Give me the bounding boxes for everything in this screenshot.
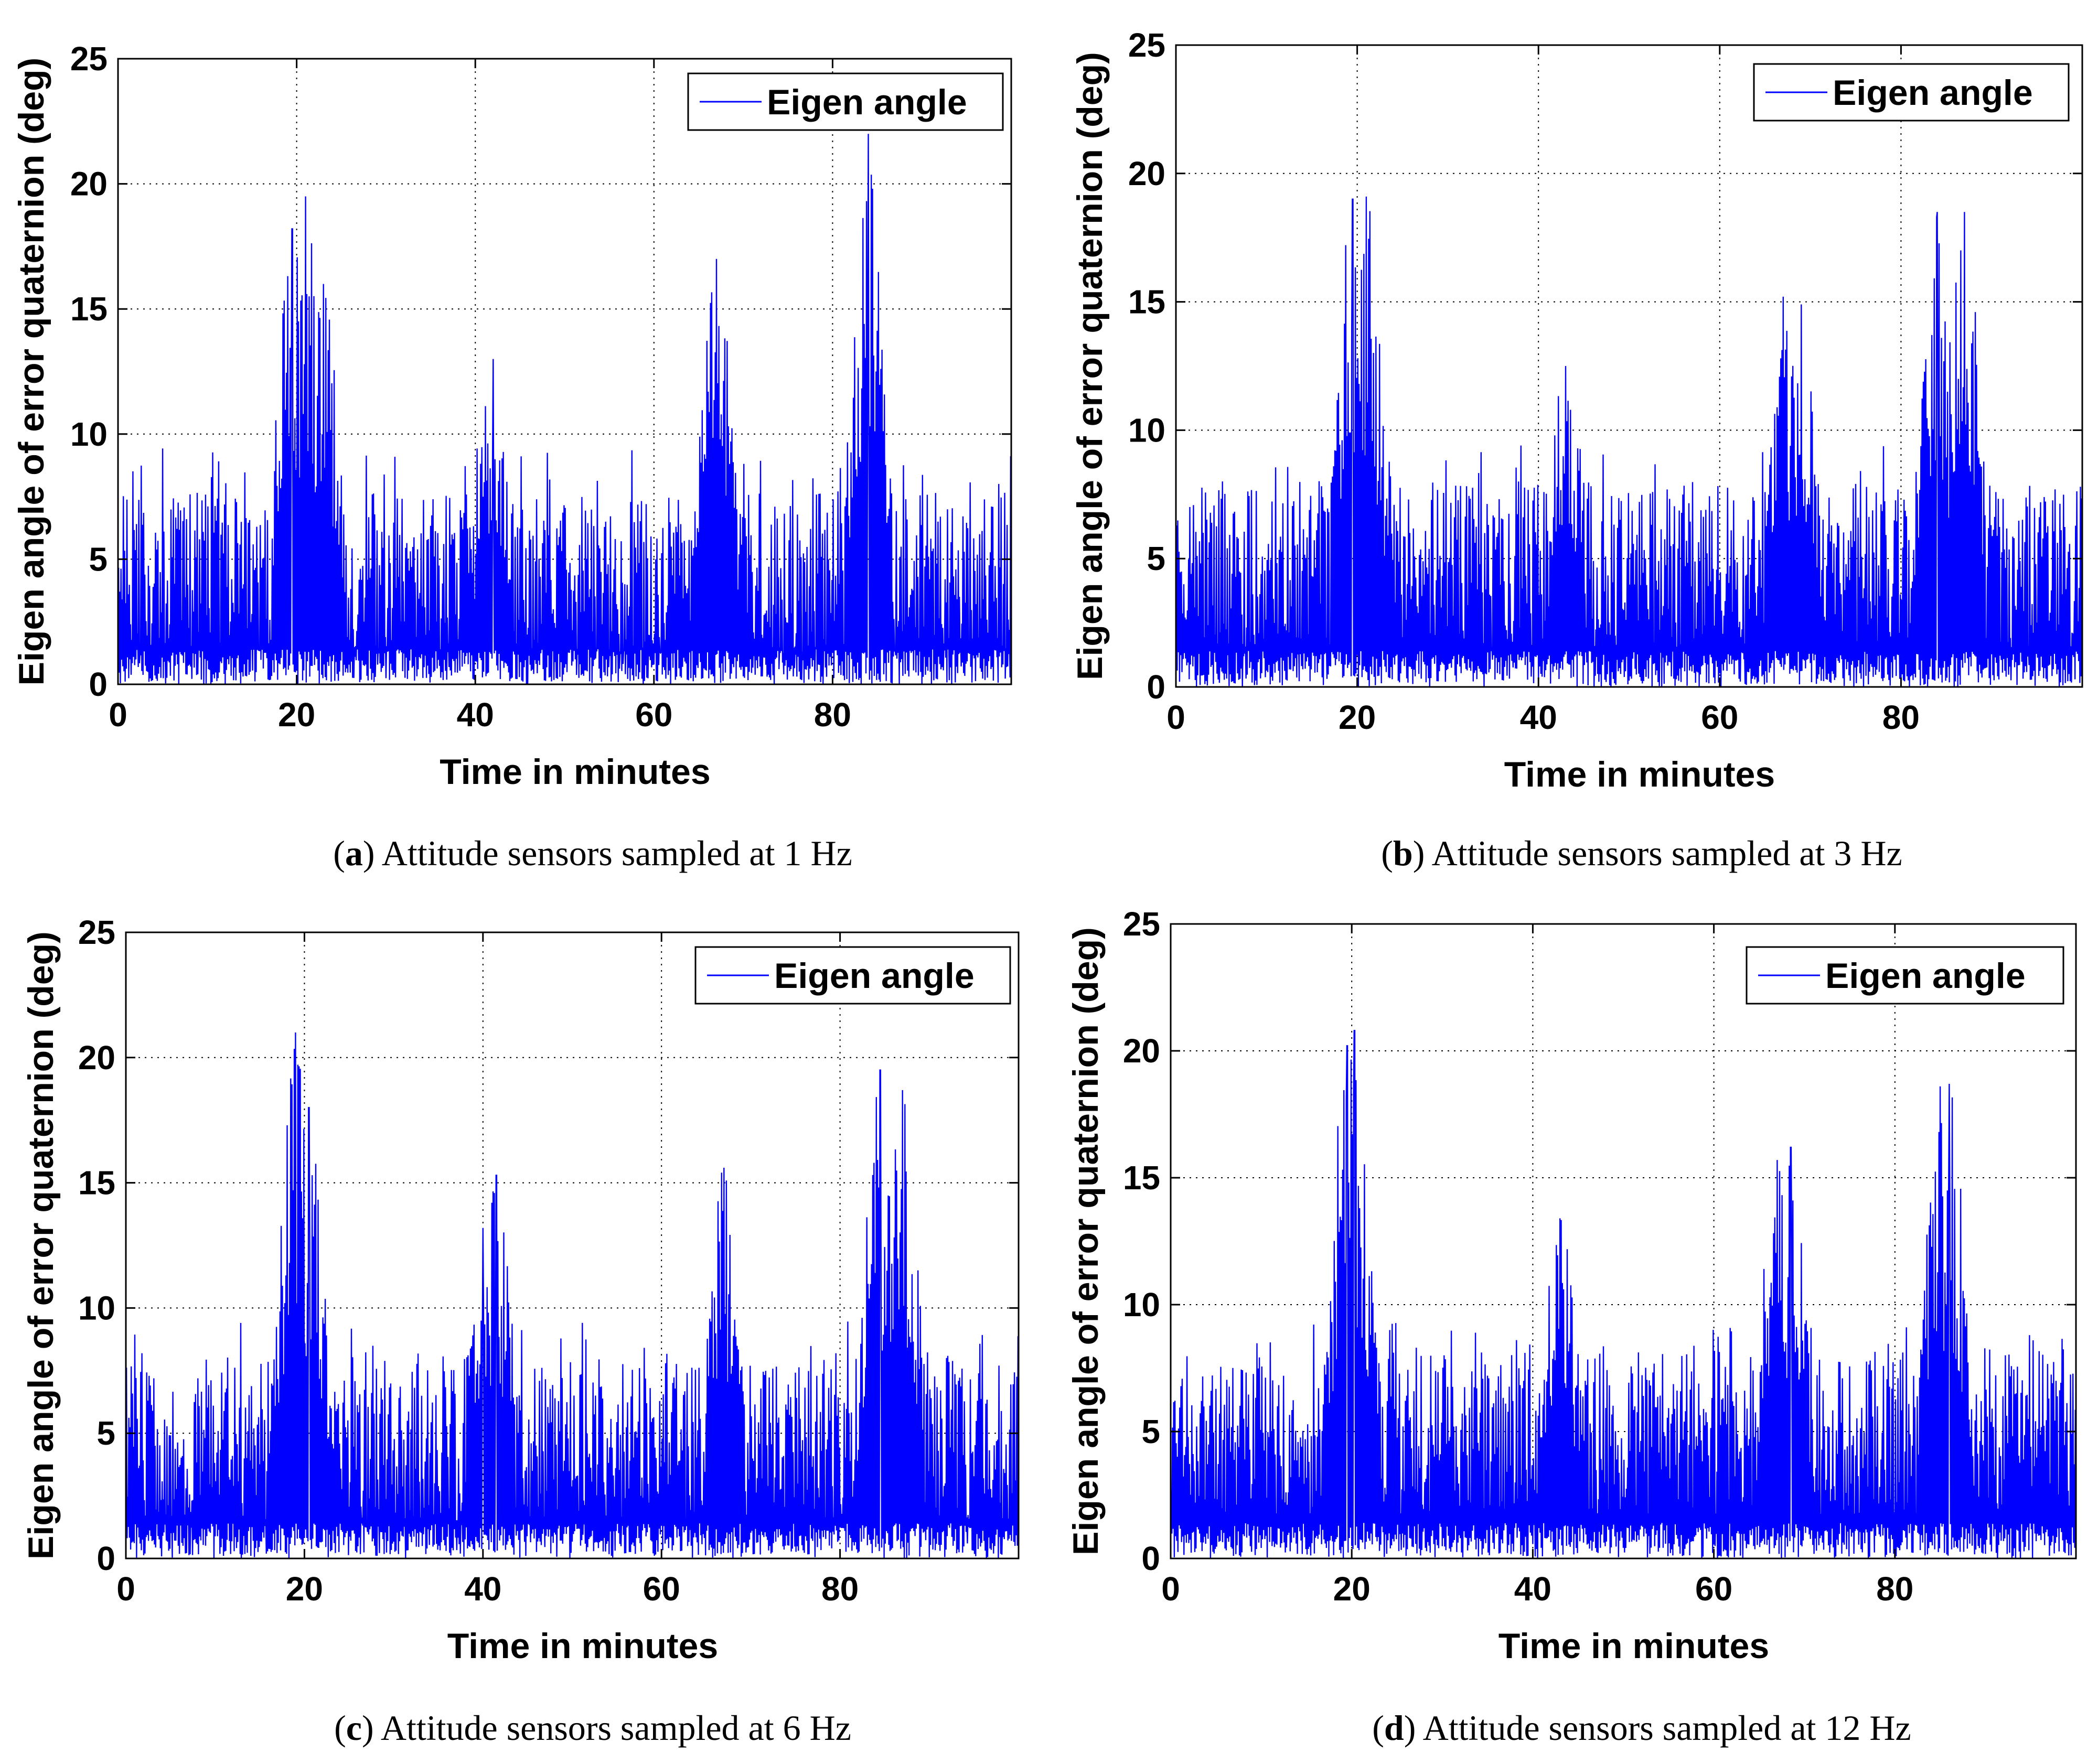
y-axis-label: Eigen angle of error quaternion (deg) [1070,52,1110,680]
x-tick-label: 40 [457,696,494,734]
y-tick-label: 15 [1123,1159,1160,1197]
panel-caption: (d) Attitude sensors sampled at 12 Hz [1372,1708,1911,1748]
x-axis-label: Time in minutes [1498,1626,1769,1666]
x-tick-label: 60 [1695,1570,1732,1608]
caption-letter: b [1393,833,1413,873]
caption-text: Attitude sensors sampled at 3 Hz [1432,833,1902,873]
x-tick-label: 40 [1514,1570,1551,1608]
x-tick-label: 80 [814,696,851,734]
series-line-eigen-angle [1175,196,2083,687]
x-tick-label: 80 [1876,1570,1913,1608]
caption-letter: a [345,833,363,873]
x-tick-label: 80 [821,1570,859,1608]
y-tick-label: 0 [97,1540,115,1577]
x-axis-label: Time in minutes [440,752,710,792]
y-tick-label: 0 [1147,668,1165,706]
x-tick-label: 20 [1333,1570,1371,1608]
caption-text: Attitude sensors sampled at 6 Hz [381,1708,851,1748]
y-tick-label: 0 [89,665,108,703]
axes-frame [1170,923,2077,1559]
y-tick-label: 25 [70,40,108,78]
panel-caption: (b) Attitude sensors sampled at 3 Hz [1381,833,1902,873]
legend-label: Eigen angle [774,956,975,996]
legend: Eigen angle [1746,946,2064,1005]
y-tick-label: 10 [78,1289,115,1327]
x-tick-label: 0 [116,1570,135,1608]
legend-label: Eigen angle [1825,956,2026,996]
y-tick-label: 10 [70,415,108,453]
x-tick-label: 20 [1339,698,1376,736]
y-axis-label: Eigen angle of error quaternion (deg) [12,58,51,686]
caption-letter: d [1384,1708,1404,1748]
y-tick-label: 20 [1123,1032,1160,1070]
x-axis-label: Time in minutes [1504,755,1775,794]
y-tick-label: 15 [70,290,108,328]
y-tick-label: 0 [1141,1540,1160,1577]
series-line-eigen-angle [1170,1030,2077,1558]
chart-panel-c: 0 20 40 60 80 0 5 10 15 20 25 Time in minutes Eigen … [21,913,1020,1748]
caption-text: Attitude sensors sampled at 12 Hz [1423,1708,1911,1748]
x-tick-label: 0 [1166,698,1185,736]
legend-label: Eigen angle [767,82,967,122]
legend: Eigen angle [1753,63,2070,122]
axes-frame [117,58,1012,685]
y-tick-label: 5 [1147,540,1165,577]
x-tick-label: 60 [1701,698,1738,736]
axes-frame [125,931,1020,1559]
x-tick-label: 20 [278,696,315,734]
x-tick-label: 40 [464,1570,501,1608]
series-line-eigen-angle [117,134,1012,684]
x-tick-label: 40 [1520,698,1557,736]
series-line-eigen-angle [125,1032,1020,1558]
y-tick-label: 15 [1128,283,1165,321]
x-tick-label: 60 [635,696,672,734]
y-tick-label: 25 [78,913,115,951]
y-tick-label: 10 [1123,1286,1160,1324]
axes-frame [1175,44,2083,688]
chart-panel-d: 0 20 40 60 80 0 5 10 15 20 25 Time in minutes Eigen … [1066,905,2077,1748]
y-tick-label: 10 [1128,411,1165,449]
y-tick-label: 25 [1123,905,1160,943]
y-tick-label: 20 [70,165,108,203]
y-axis-label: Eigen angle of error quaternion (deg) [21,931,61,1559]
x-tick-label: 60 [643,1570,680,1608]
x-tick-label: 20 [286,1570,323,1608]
y-tick-label: 5 [89,540,108,578]
panel-caption: (a) Attitude sensors sampled at 1 Hz [333,833,852,873]
x-tick-label: 80 [1882,698,1920,736]
y-tick-label: 20 [78,1039,115,1077]
caption-letter: c [346,1708,362,1748]
panel-caption: (c) Attitude sensors sampled at 6 Hz [334,1708,851,1748]
legend: Eigen angle [687,72,1004,131]
y-axis-label: Eigen angle of error quaternion (deg) [1066,927,1106,1555]
y-tick-label: 20 [1128,155,1165,192]
legend-label: Eigen angle [1833,73,2033,113]
chart-panel-b: 0 20 40 60 80 0 5 10 15 20 25 Time in minutes Eigen … [1070,26,2083,873]
chart-panel-a: 0 20 40 60 80 0 5 10 15 20 25 Time in minutes Eigen … [12,40,1012,873]
x-axis-label: Time in minutes [447,1626,718,1666]
x-tick-label: 0 [109,696,127,734]
caption-text: Attitude sensors sampled at 1 Hz [382,833,852,873]
x-tick-label: 0 [1161,1570,1180,1608]
y-tick-label: 25 [1128,26,1165,64]
y-tick-label: 15 [78,1164,115,1202]
legend: Eigen angle [694,946,1011,1005]
y-tick-label: 5 [1141,1413,1160,1450]
legend-box [687,72,1004,131]
y-tick-label: 5 [97,1414,115,1452]
